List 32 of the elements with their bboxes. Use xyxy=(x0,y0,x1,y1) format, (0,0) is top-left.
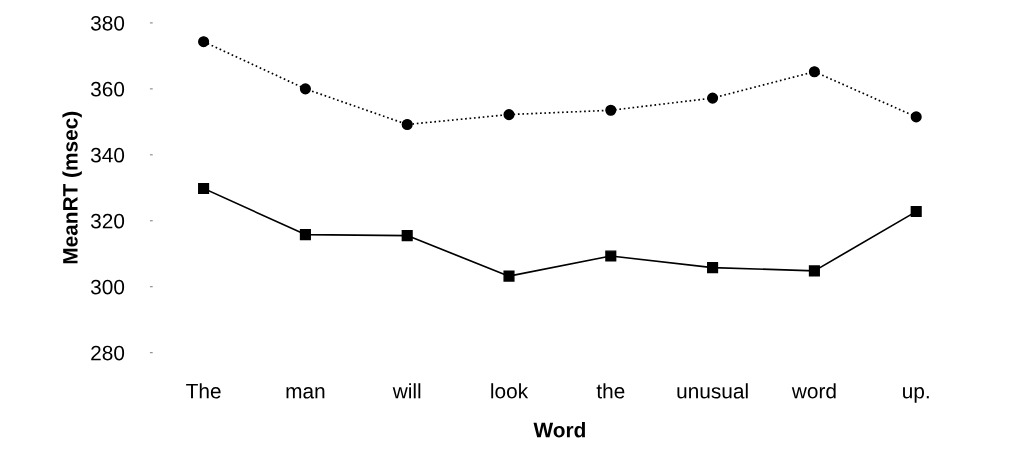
y-tick-label: 360 xyxy=(90,81,125,97)
x-tick-label: the xyxy=(596,383,625,399)
x-tick-label: look xyxy=(491,383,529,399)
y-tick-label: 340 xyxy=(90,147,125,163)
point xyxy=(503,270,515,282)
point xyxy=(401,118,413,131)
point xyxy=(910,111,922,123)
x-tick-label: man xyxy=(286,387,325,399)
x-tick-label: The xyxy=(186,383,221,399)
x-axis-title: Word xyxy=(533,422,585,438)
point xyxy=(503,109,515,121)
y-tick-label: 280 xyxy=(91,345,125,361)
point xyxy=(605,250,617,262)
y-axis-title: MeanRT (msec) xyxy=(62,111,82,264)
point xyxy=(198,182,210,194)
point xyxy=(707,262,719,274)
y-tick-label: 380 xyxy=(90,15,125,31)
point xyxy=(808,265,820,277)
y-tick-label: 320 xyxy=(90,213,125,229)
point xyxy=(299,229,311,241)
x-tick-label: up. xyxy=(903,387,929,403)
x-tick-label: unusual xyxy=(677,383,748,399)
point xyxy=(808,66,820,78)
x-tick-label: will xyxy=(392,383,421,399)
y-tick-label: 300 xyxy=(90,279,125,295)
point xyxy=(401,230,413,242)
point xyxy=(299,83,311,95)
x-tick-label: word xyxy=(791,383,836,399)
point xyxy=(605,104,617,116)
point xyxy=(198,36,210,48)
point xyxy=(910,205,922,218)
point xyxy=(707,92,719,104)
